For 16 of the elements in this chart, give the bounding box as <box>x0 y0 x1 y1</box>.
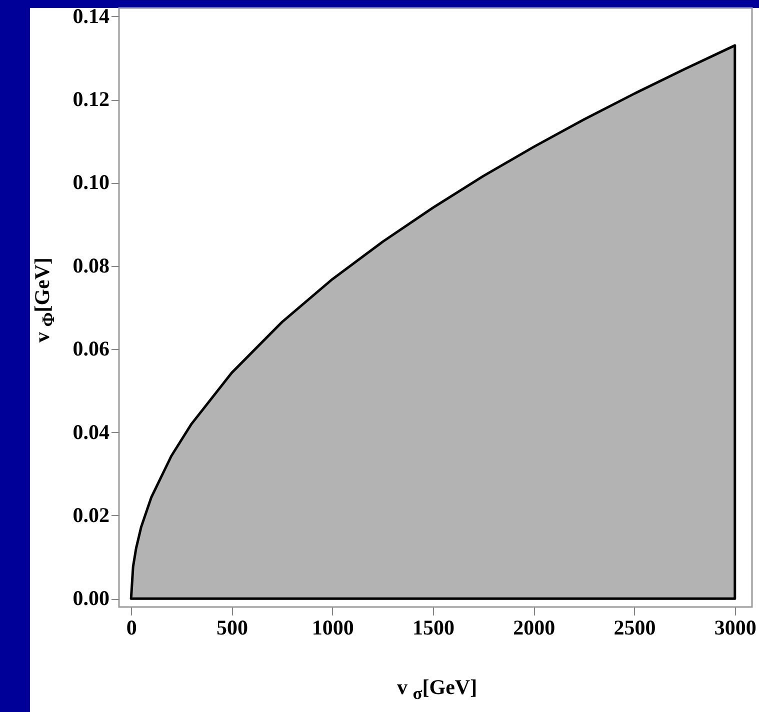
x-tick-label: 2000 <box>513 616 556 640</box>
y-tick-label: 0.08 <box>72 253 110 278</box>
y-tick-label: 0.12 <box>72 87 110 112</box>
x-axis-title: v $_{σ}$[GeV] <box>397 675 478 704</box>
y-tick-label: 0.14 <box>72 4 110 28</box>
x-tick-label: 3000 <box>714 616 756 640</box>
x-tick-label: 0 <box>126 616 137 640</box>
y-tick-label: 0.04 <box>72 420 110 444</box>
x-tick-label: 1500 <box>412 616 454 640</box>
y-tick-label: 0.10 <box>72 170 110 194</box>
x-tick-label: 2500 <box>614 616 656 640</box>
x-tick-label: 500 <box>216 616 248 640</box>
y-tick-label: 0.00 <box>72 586 110 610</box>
y-tick-label: 0.06 <box>72 336 110 361</box>
y-tick-label: 0.02 <box>72 502 110 527</box>
x-tick-label: 1000 <box>312 616 354 640</box>
